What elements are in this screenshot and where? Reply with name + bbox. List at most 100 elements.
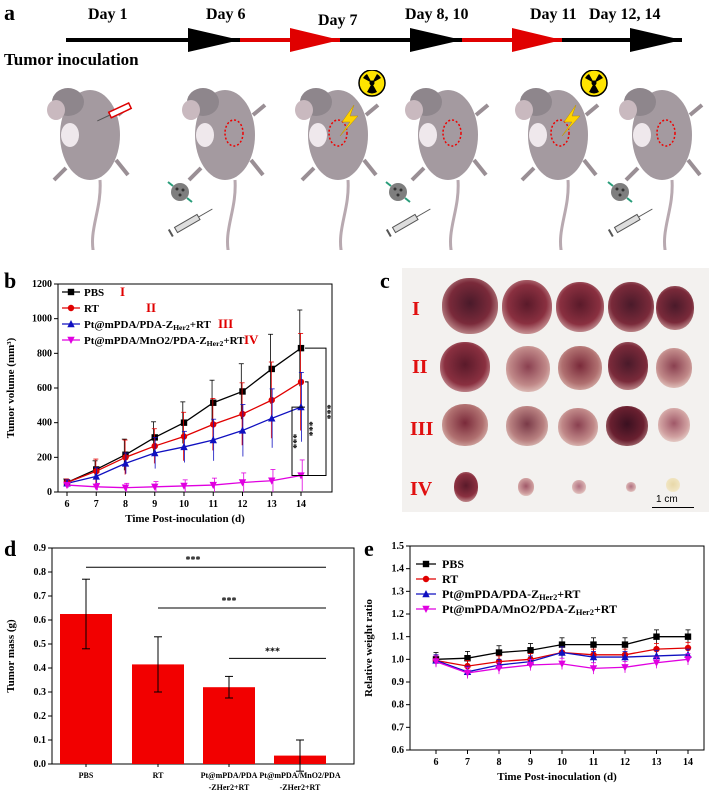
y-tick-label: 1.4 <box>392 564 405 575</box>
x-tick-label: 9 <box>152 499 157 510</box>
x-tick-label: RT <box>153 771 164 780</box>
x-tick-label: 11 <box>589 757 598 768</box>
timeline-arrow-4 <box>512 28 562 52</box>
x-tick-label: Pt@mPDA/PDA <box>201 771 258 780</box>
chart-b-tumor-volume: 0 200 400 600 800 1000 1200 6 7 8 9 10 11 12 13 14 Time … <box>5 279 337 525</box>
timeline <box>66 28 682 52</box>
panel-label-a: a <box>4 0 15 25</box>
y-tick-label: 0.8 <box>392 700 405 711</box>
photo-row-label-2: II <box>412 356 428 378</box>
scale-bar <box>652 507 694 508</box>
y-tick-label: 800 <box>37 348 52 359</box>
legend-roman: II <box>146 300 156 315</box>
legend-label: RT <box>84 303 100 315</box>
significance-label: *** <box>222 596 237 607</box>
significance-bracket <box>305 381 309 477</box>
legend-marker <box>422 575 430 583</box>
y-tick-label: 0.3 <box>34 687 47 698</box>
tumor-photo: I II III IV 1 cm <box>402 268 709 512</box>
y-tick-label: 0.2 <box>34 711 47 722</box>
legend-marker <box>67 336 75 344</box>
mouse-5 <box>513 86 600 250</box>
significance-label: *** <box>265 646 280 657</box>
panel-label-d: d <box>4 536 17 561</box>
data-point <box>558 660 566 668</box>
timeline-arrow-2 <box>290 28 340 52</box>
data-point <box>589 665 598 673</box>
x-tick-label: -ZHer2+RT <box>280 783 321 792</box>
y-axis-title: Tumor mass (g) <box>5 619 17 693</box>
x-tick-label: 12 <box>238 499 248 510</box>
legend-marker <box>67 304 75 312</box>
panel-label-c: c <box>380 268 390 293</box>
x-tick-label: 7 <box>465 757 470 768</box>
data-point <box>180 482 188 490</box>
x-tick-label: 11 <box>209 499 218 510</box>
x-tick-label: 9 <box>528 757 533 768</box>
tumor-sample <box>608 282 654 332</box>
x-tick-label: 8 <box>123 499 128 510</box>
data-point <box>238 426 247 434</box>
y-tick-label: 0.6 <box>392 745 405 756</box>
data-point <box>92 472 100 480</box>
y-tick-label: 0.8 <box>34 567 47 578</box>
day-label-11: Day 11 <box>530 6 577 23</box>
mouse-4 <box>403 86 490 250</box>
data-point <box>121 484 130 492</box>
panel-label-e: e <box>364 536 374 561</box>
day-label-6: Day 6 <box>206 6 246 23</box>
tumor-sample <box>626 482 636 492</box>
y-tick-label: 1200 <box>32 279 52 290</box>
data-point <box>180 442 188 451</box>
data-point <box>268 477 276 485</box>
tumor-sample <box>518 478 534 496</box>
y-tick-label: 0.0 <box>34 759 47 770</box>
data-point <box>268 414 276 422</box>
y-tick-label: 200 <box>37 452 52 463</box>
data-point <box>652 659 661 667</box>
data-point <box>432 658 440 666</box>
y-tick-label: 0.5 <box>34 639 47 650</box>
legend-label: Pt@mPDA/MnO2/PDA-ZHer2+RT <box>442 602 617 617</box>
data-point <box>684 656 692 664</box>
tumor-sample <box>656 286 694 330</box>
day-label-8-10: Day 8, 10 <box>405 6 469 23</box>
tumor-sample <box>558 346 602 390</box>
tumor-sample <box>606 406 648 446</box>
significance-bracket <box>305 347 327 477</box>
data-point <box>558 648 566 656</box>
tumor-sample <box>442 278 498 334</box>
data-point <box>121 459 130 467</box>
data-point <box>589 653 598 661</box>
x-axis-title: Time Post-inoculation (d) <box>125 513 245 525</box>
legend-marker <box>422 590 430 598</box>
x-tick-label: 6 <box>65 499 70 510</box>
tumor-sample <box>440 342 490 392</box>
timeline-arrow-3 <box>410 28 462 52</box>
y-tick-label: 0.6 <box>34 615 47 626</box>
data-point <box>463 669 472 677</box>
timeline-arrow-5 <box>630 28 682 52</box>
y-tick-label: 0.9 <box>392 677 405 688</box>
tumor-sample <box>608 342 648 390</box>
y-tick-label: 0.4 <box>34 663 47 674</box>
tumor-sample <box>502 280 552 334</box>
chart-d-tumor-mass: 0.0 0.1 0.2 0.3 0.4 0.5 0.6 0.7 0.8 0.9 Tumor mass… <box>5 543 355 792</box>
y-tick-label: 0 <box>47 487 52 498</box>
tumor-sample <box>454 472 478 502</box>
tumor-inoculation-label: Tumor inoculation <box>4 50 139 69</box>
tumor-sample <box>442 404 488 446</box>
day-label-7: Day 7 <box>318 12 358 29</box>
y-tick-label: 1000 <box>32 314 52 325</box>
y-tick-label: 0.1 <box>34 735 47 746</box>
mouse-6 <box>617 86 704 250</box>
data-point <box>653 633 660 640</box>
y-tick-label: 400 <box>37 418 52 429</box>
significance-label: *** <box>186 555 201 566</box>
data-point <box>653 645 660 653</box>
x-tick-label: 12 <box>620 757 630 768</box>
y-tick-label: 0.7 <box>392 722 405 733</box>
data-point <box>464 655 471 662</box>
legend-marker <box>422 605 430 613</box>
significance-label: *** <box>326 404 337 419</box>
